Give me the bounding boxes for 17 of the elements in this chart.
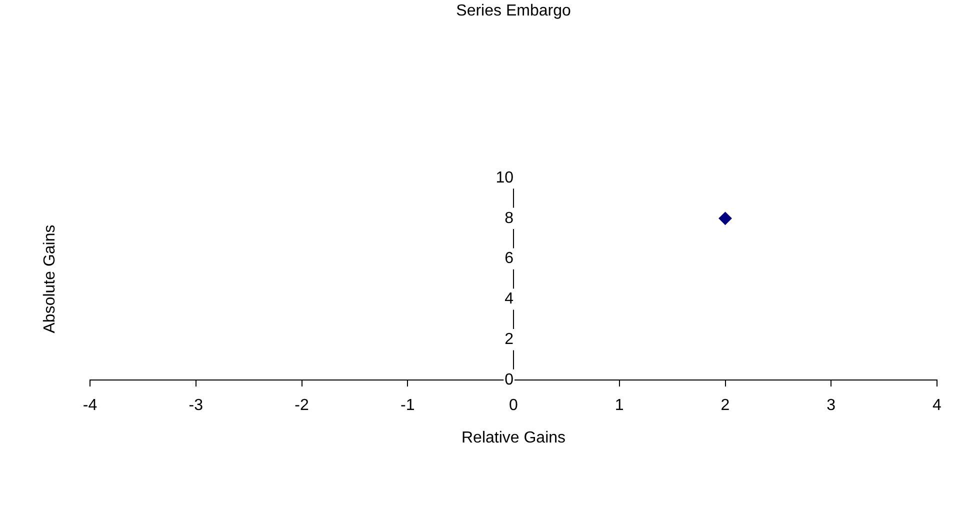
x-tick-label: -1 [400,397,415,414]
x-tick-label: 2 [720,397,730,414]
x-axis-title: Relative Gains [461,429,566,446]
y-tick-label: 10 [496,169,514,186]
x-tick-label: 1 [614,397,624,414]
x-tick-label: 3 [826,397,836,414]
y-tick-label: 4 [504,290,514,308]
y-axis-title: Absolute Gains [41,224,58,334]
y-tick-label: 2 [504,331,514,348]
y-tick-label: 8 [504,210,514,227]
x-tick-label: -4 [82,397,98,414]
y-tick-label: 6 [504,250,514,268]
y-tick-label: 0 [504,371,514,388]
x-tick-label: -3 [188,397,204,414]
chart-title: Series Embargo [456,2,571,20]
x-tick-label: -2 [294,397,309,414]
x-tick-label: 4 [932,397,942,414]
